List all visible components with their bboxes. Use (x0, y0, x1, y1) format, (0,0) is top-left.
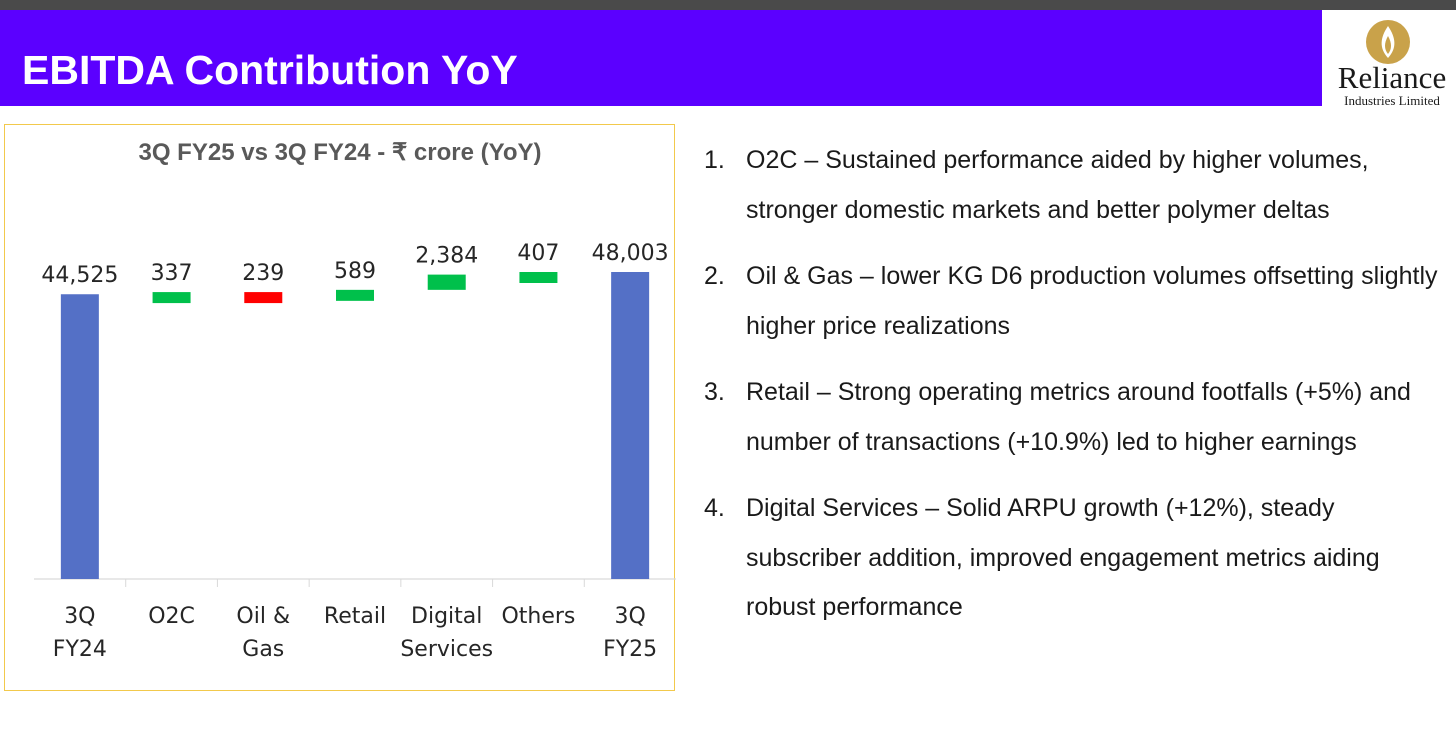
x-tick-label: Retail (324, 604, 386, 629)
x-tick-label: 3Q (64, 604, 95, 629)
commentary-item: 2. Oil & Gas – lower KG D6 production vol… (700, 252, 1450, 351)
commentary-list: 1. O2C – Sustained performance aided by h… (700, 136, 1450, 650)
company-logo: Reliance Industries Limited (1322, 10, 1456, 108)
x-tick-label: Others (501, 604, 575, 629)
x-tick-label: Oil & (236, 604, 290, 629)
x-tick-label: FY25 (603, 637, 657, 662)
reliance-flame-icon (1366, 20, 1410, 64)
waterfall-chart: 44,525 3Q FY24 337 O2C 239 Oil & Gas 589 Retail 2,… (34, 241, 676, 662)
data-label: 2,384 (415, 244, 478, 269)
header-bar: EBITDA Contribution YoY (0, 10, 1322, 106)
bar-o2c (152, 292, 191, 304)
bar-3q-fy25 (611, 272, 650, 579)
x-tick-label: O2C (148, 604, 195, 629)
data-label: 337 (151, 261, 193, 286)
x-tick-label: Services (400, 637, 493, 662)
chart-title: 3Q FY25 vs 3Q FY24 - ₹ crore (YoY) (138, 139, 542, 166)
logo-subtitle: Industries Limited (1344, 93, 1440, 108)
x-tick-label: Gas (242, 637, 284, 662)
commentary-text: O2C – Sustained performance aided by hig… (746, 146, 1369, 224)
commentary-item: 1. O2C – Sustained performance aided by h… (700, 136, 1450, 235)
logo-name: Reliance (1337, 60, 1447, 95)
x-tick-label: Digital (411, 604, 482, 629)
commentary-text: Retail – Strong operating metrics around… (746, 378, 1411, 456)
data-label: 44,525 (41, 263, 118, 288)
page-title: EBITDA Contribution YoY (22, 47, 518, 93)
commentary-text: Oil & Gas – lower KG D6 production volum… (746, 262, 1438, 340)
bar-oil-gas (244, 292, 283, 304)
commentary-item: 4. Digital Services – Solid ARPU growth (… (700, 484, 1450, 633)
bar-retail (336, 289, 374, 301)
top-edge-line (0, 0, 1456, 10)
commentary-number: 4. (704, 494, 725, 522)
commentary-number: 3. (704, 378, 725, 406)
commentary-item: 3. Retail – Strong operating metrics arou… (700, 368, 1450, 467)
commentary-text: Digital Services – Solid ARPU growth (+1… (746, 494, 1380, 621)
x-tick-label: FY24 (53, 637, 107, 662)
commentary-number: 2. (704, 262, 725, 290)
x-tick-label: 3Q (614, 604, 645, 629)
bar-digital-services (427, 274, 466, 290)
chart-frame (4, 124, 675, 691)
data-label: 407 (517, 241, 559, 266)
bar-3q-fy24 (60, 294, 99, 579)
bar-others (519, 272, 558, 283)
data-label: 589 (334, 259, 376, 284)
commentary-number: 1. (704, 146, 725, 174)
data-label: 48,003 (592, 241, 669, 266)
data-label: 239 (242, 261, 284, 286)
